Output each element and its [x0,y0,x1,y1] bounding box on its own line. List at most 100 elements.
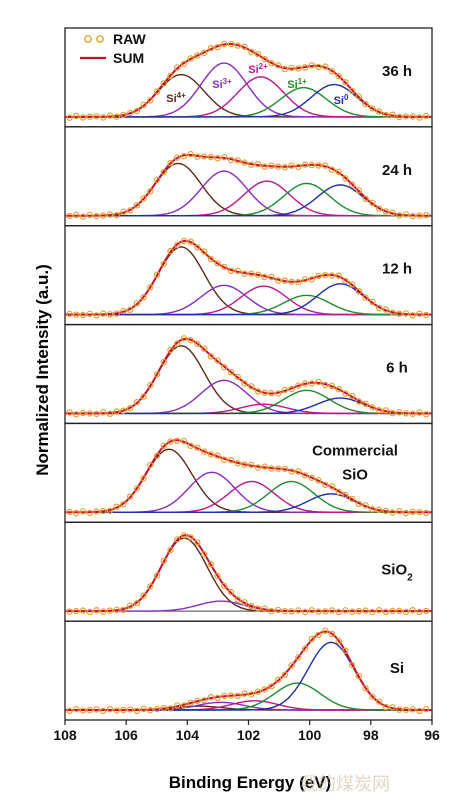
raw-point [173,536,181,543]
raw-point [160,557,167,565]
raw-point [402,410,410,417]
raw-point [173,154,181,161]
raw-point [187,442,194,449]
raw-point [194,244,201,251]
raw-point [295,278,302,286]
raw-point [133,485,141,492]
raw-point [416,409,423,416]
raw-point [382,608,389,616]
raw-point [355,187,363,194]
raw-point [106,507,114,514]
raw-point [254,271,262,278]
raw-point [416,310,423,317]
raw-point [301,645,309,652]
raw-point [221,582,228,590]
legend: RAW SUM [80,31,146,66]
raw-point [86,608,94,616]
component-Si4plus-curve [65,345,432,415]
raw-point [207,255,215,263]
raw-point [369,693,376,700]
raw-point [288,468,295,475]
panel-label: SiO2 [381,561,413,583]
raw-point [73,607,80,615]
sum-curve [65,337,432,415]
raw-point [66,114,73,121]
raw-point [281,277,289,284]
raw-point [423,705,430,713]
raw-point [140,393,147,400]
raw-point [214,452,221,459]
raw-point [275,277,282,284]
raw-point [416,212,423,219]
raw-point [66,310,73,318]
raw-point [160,168,167,176]
raw-point [73,509,80,517]
raw-point [93,706,100,713]
raw-point [396,706,403,713]
raw-point [281,608,289,615]
raw-point [99,707,107,715]
raw-point [106,311,114,318]
raw-point [241,270,248,277]
raw-point [79,508,87,515]
raw-point [335,637,342,645]
raw-point [295,65,302,72]
raw-point [227,692,235,699]
raw-point [328,630,336,638]
raw-point [66,409,73,416]
raw-point [328,607,336,614]
raw-point [254,688,262,695]
raw-point [66,608,73,615]
raw-point [86,410,94,417]
raw-point [200,551,208,558]
raw-point [409,212,416,220]
raw-point [126,207,134,214]
raw-point [120,501,127,508]
raw-point [328,68,336,75]
raw-point [328,382,336,390]
raw-point [275,465,282,472]
raw-point [254,605,262,612]
raw-point [113,113,120,120]
raw-point [221,263,228,271]
raw-point [355,672,363,680]
component-Si4plus-curve [65,537,432,612]
raw-point [396,508,403,515]
raw-point [335,72,342,80]
panel-label: SiO [342,466,368,483]
raw-point [281,465,289,472]
raw-point [214,572,221,580]
raw-point [248,383,255,390]
raw-point [308,62,315,69]
raw-point [234,42,241,49]
raw-point [106,410,114,417]
raw-point [369,404,376,411]
raw-point [382,703,389,711]
raw-point [234,157,241,164]
raw-point [99,310,107,317]
raw-point [248,461,255,469]
raw-point [180,152,188,160]
raw-point [207,153,215,161]
raw-point [389,309,396,316]
raw-point [133,300,141,307]
raw-point [315,162,322,169]
raw-point [409,508,416,515]
raw-point [133,600,141,607]
raw-point [207,561,215,568]
raw-point [416,509,423,516]
sum-curve [65,239,432,316]
raw-point [86,509,94,517]
raw-point [261,605,268,612]
raw-point [275,390,282,397]
raw-point [113,211,120,219]
raw-point [328,272,336,279]
raw-point [362,685,369,692]
raw-point [295,163,302,171]
raw-point [261,686,268,693]
panel-label: Commercial [312,442,398,459]
component-label-3: Si1+ [287,77,307,92]
raw-point [423,607,430,615]
y-axis-label: Normalized Intensity (a.u.) [33,264,52,476]
